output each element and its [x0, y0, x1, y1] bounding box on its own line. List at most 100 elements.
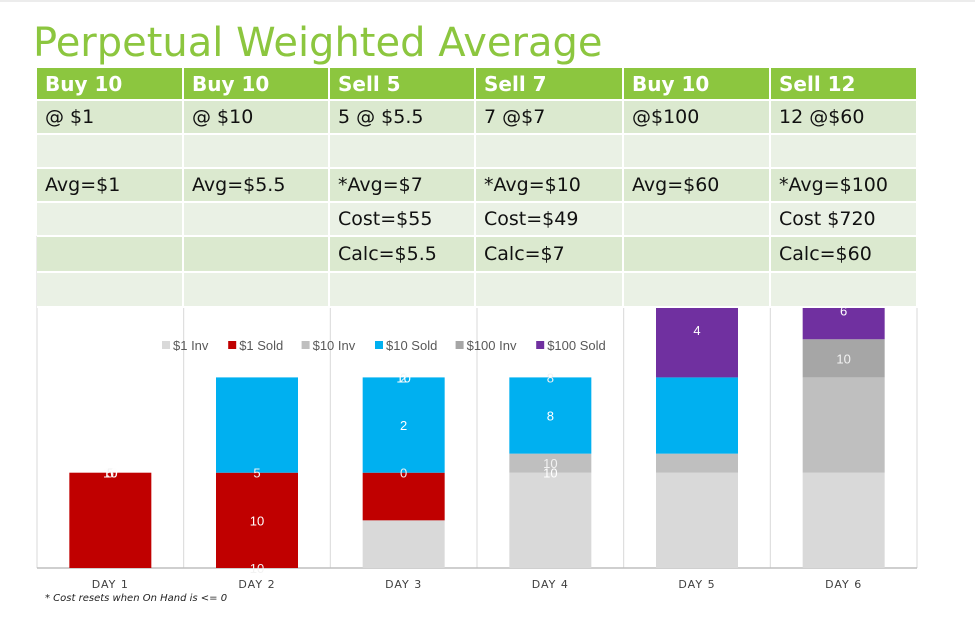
table-cell: Avg=$1	[37, 168, 184, 203]
table-cell	[623, 272, 771, 308]
data-label: 10	[396, 370, 410, 385]
table-cell: Cost=$55	[329, 202, 476, 237]
table-cell: Cost=$49	[475, 202, 624, 237]
table-cell	[623, 134, 771, 169]
table-cell	[37, 134, 184, 169]
table-header-cell: Sell 5	[329, 68, 476, 101]
table-header-cell: Sell 12	[770, 68, 918, 101]
legend-label: $1 Sold	[239, 338, 283, 353]
bar-segment	[362, 520, 445, 568]
x-tick-label: DAY 5	[678, 578, 715, 591]
legend-label: $10 Inv	[313, 338, 356, 353]
table-header-cell: Buy 10	[183, 68, 330, 101]
table-row: @ $1 @ $10 5 @ $5.5 7 @$7 @$100 12 @$60	[37, 100, 918, 135]
legend-label: $10 Sold	[386, 338, 437, 353]
table-cell: @$100	[623, 100, 771, 135]
table-cell	[183, 236, 330, 273]
bar-segment	[362, 472, 445, 521]
legend-swatch	[375, 341, 383, 349]
table-cell: *Avg=$7	[329, 168, 476, 203]
legend-label: $1 Inv	[173, 338, 209, 353]
bar-segment	[802, 339, 885, 378]
table-cell	[329, 272, 476, 308]
bar-segment	[216, 377, 298, 473]
table-row: Avg=$1 Avg=$5.5 *Avg=$7 *Avg=$10 Avg=$60 *Avg…	[37, 168, 918, 203]
data-label: 10	[543, 456, 557, 471]
data-label: 10	[103, 466, 117, 481]
table-cell: Calc=$5.5	[329, 236, 476, 273]
table-row: Cost=$55 Cost=$49 Cost $720	[37, 202, 918, 237]
table-cell: Avg=$5.5	[183, 168, 330, 203]
table-cell: 7 @$7	[475, 100, 624, 135]
table-cell	[183, 134, 330, 169]
table-cell: @ $1	[37, 100, 184, 135]
table-header-row: Buy 10 Buy 10 Sell 5 Sell 7 Buy 10 Sell 12	[37, 68, 918, 101]
footnote: * Cost resets when On Hand is <= 0	[45, 593, 228, 604]
data-label: 8	[547, 370, 554, 385]
data-label: 10	[103, 466, 117, 481]
x-tick-label: DAY 2	[238, 578, 275, 591]
data-label: 10	[250, 561, 264, 576]
table-cell	[475, 272, 624, 308]
data-label: 2	[400, 418, 407, 433]
legend-swatch	[536, 341, 545, 349]
x-tick-label: DAY 6	[825, 578, 862, 591]
table-cell	[623, 236, 771, 273]
top-border-line	[0, 0, 975, 2]
bar-segment	[216, 472, 298, 568]
x-tick-label: DAY 1	[92, 578, 129, 591]
bar-segment	[656, 377, 738, 454]
data-label: 10	[103, 466, 117, 481]
legend-swatch	[455, 341, 464, 349]
table-cell	[183, 202, 330, 237]
data-label: 10	[836, 351, 850, 366]
legend-swatch	[228, 341, 237, 349]
data-label: 10	[543, 466, 557, 481]
table-cell: Calc=$7	[475, 236, 624, 273]
data-label: 4	[693, 323, 700, 338]
table-cell	[770, 272, 918, 308]
data-label: 8	[547, 409, 554, 424]
table-cell: Calc=$60	[770, 236, 918, 273]
bar-segment	[509, 472, 592, 568]
bar-segment	[69, 472, 152, 568]
legend-label: $100 Sold	[547, 338, 606, 353]
page-title: Perpetual Weighted Average	[33, 20, 603, 66]
bar-segment	[656, 453, 738, 473]
x-tick-label: DAY 4	[532, 578, 569, 591]
table-cell: *Avg=$100	[770, 168, 918, 203]
legend-label: $100 Inv	[467, 338, 517, 353]
table-cell	[623, 202, 771, 237]
table-cell	[329, 134, 476, 169]
bar-segment	[802, 472, 885, 568]
table-cell	[37, 272, 184, 308]
table-cell: 12 @$60	[770, 100, 918, 135]
data-label: 5	[253, 466, 260, 481]
data-label: 0	[400, 466, 407, 481]
table-cell: @ $10	[183, 100, 330, 135]
table-cell: Cost $720	[770, 202, 918, 237]
table-cell	[37, 236, 184, 273]
data-label: 6	[840, 304, 847, 319]
legend-swatch	[301, 341, 310, 349]
table-header-cell: Sell 7	[475, 68, 624, 101]
table-header-cell: Buy 10	[623, 68, 771, 101]
table-cell: 5 @ $5.5	[329, 100, 476, 135]
table-header-cell: Buy 10	[37, 68, 184, 101]
table-cell	[475, 134, 624, 169]
bar-segment	[509, 377, 592, 454]
data-label: 2	[400, 370, 407, 385]
bar-segment	[509, 453, 592, 473]
table-cell	[770, 134, 918, 169]
bar-segment	[656, 472, 738, 568]
data-label: 5	[107, 466, 114, 481]
bar-segment	[802, 377, 885, 473]
table-cell	[183, 272, 330, 308]
table-row: Calc=$5.5 Calc=$7 Calc=$60	[37, 236, 918, 273]
legend-swatch	[162, 341, 170, 349]
table-row	[37, 272, 918, 308]
data-label: 10	[250, 513, 264, 528]
table-cell	[37, 202, 184, 237]
x-tick-label: DAY 3	[385, 578, 422, 591]
